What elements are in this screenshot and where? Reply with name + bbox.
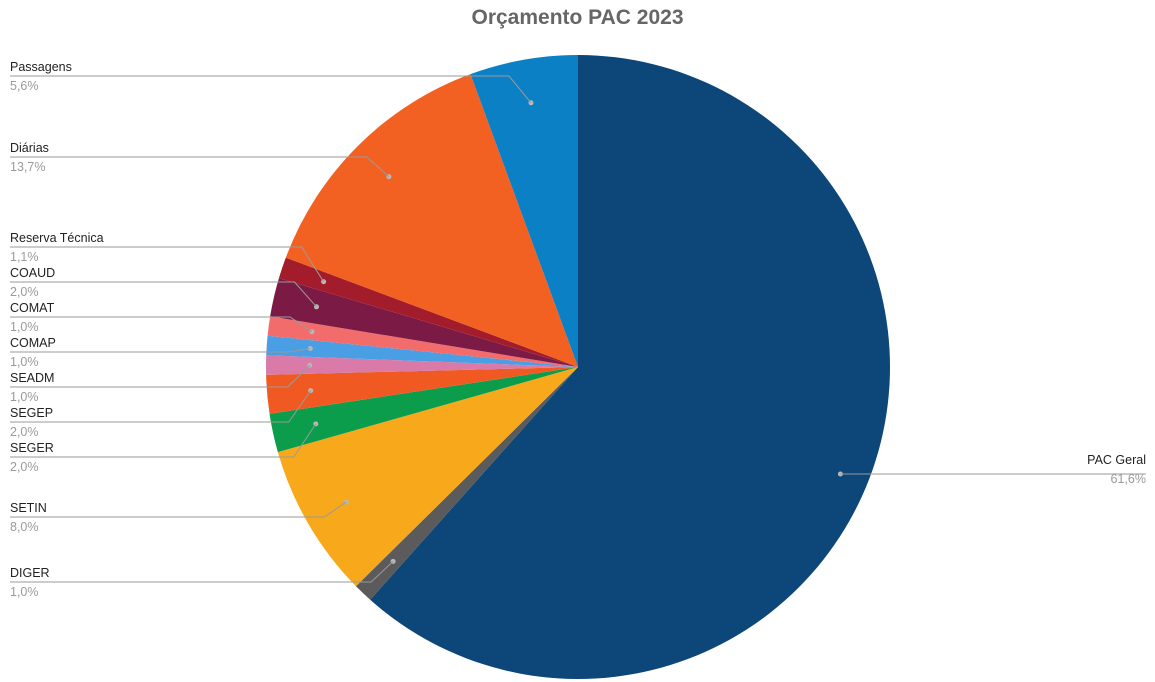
label-name-pac-geral: PAC Geral bbox=[1087, 453, 1146, 467]
label-value-seadm: 1,0% bbox=[10, 390, 39, 404]
leader-coaud bbox=[10, 281, 317, 308]
chart-title: Orçamento PAC 2023 bbox=[471, 6, 684, 29]
label-name-diger: DIGER bbox=[10, 566, 50, 580]
leader-lines bbox=[10, 75, 1146, 583]
slice-reserva-tecnica bbox=[278, 257, 578, 367]
label-name-coaud: COAUD bbox=[10, 266, 55, 280]
slice-seger bbox=[269, 367, 578, 453]
label-name-comap: COMAP bbox=[10, 336, 56, 350]
leader-diarias bbox=[10, 156, 390, 178]
label-name-reserva-tecnica: Reserva Técnica bbox=[10, 231, 104, 245]
label-value-seger: 2,0% bbox=[10, 460, 39, 474]
slice-pac-geral bbox=[370, 55, 890, 679]
slice-comat bbox=[267, 316, 578, 367]
leader-segep bbox=[10, 390, 312, 423]
leader-seger bbox=[10, 423, 317, 458]
slice-segep bbox=[266, 367, 578, 414]
label-value-coaud: 2,0% bbox=[10, 285, 39, 299]
slice-comap bbox=[266, 335, 578, 367]
leader-seadm bbox=[10, 364, 311, 388]
leader-setin bbox=[10, 501, 347, 518]
label-name-comat: COMAT bbox=[10, 301, 55, 315]
leader-reserva-tecnica bbox=[10, 246, 325, 282]
leader-comap bbox=[10, 348, 311, 353]
pie-slices bbox=[266, 55, 890, 679]
leader-passagens bbox=[10, 75, 532, 104]
label-name-passagens: Passagens bbox=[10, 60, 72, 74]
slice-seadm bbox=[266, 355, 578, 375]
leader-diger bbox=[10, 561, 394, 583]
slice-diger bbox=[356, 367, 578, 600]
slice-passagens bbox=[470, 55, 578, 367]
label-value-diarias: 13,7% bbox=[10, 160, 45, 174]
label-value-setin: 8,0% bbox=[10, 520, 39, 534]
label-value-segep: 2,0% bbox=[10, 425, 39, 439]
label-value-passagens: 5,6% bbox=[10, 79, 39, 93]
slice-diarias bbox=[285, 74, 578, 368]
label-name-seadm: SEADM bbox=[10, 371, 54, 385]
slice-labels: PAC Geral 61,6% DIGER 1,0% SETIN 8,0% SEGER 2,0… bbox=[10, 60, 1146, 599]
label-name-setin: SETIN bbox=[10, 501, 47, 515]
label-value-reserva-tecnica: 1,1% bbox=[10, 250, 39, 264]
label-name-seger: SEGER bbox=[10, 441, 54, 455]
label-name-diarias: Diárias bbox=[10, 141, 49, 155]
label-value-pac-geral: 61,6% bbox=[1111, 472, 1146, 486]
slice-setin bbox=[277, 367, 578, 587]
label-value-comap: 1,0% bbox=[10, 355, 39, 369]
label-value-diger: 1,0% bbox=[10, 585, 39, 599]
label-value-comat: 1,0% bbox=[10, 320, 39, 334]
leader-comat bbox=[10, 316, 313, 333]
label-name-segep: SEGEP bbox=[10, 406, 53, 420]
slice-coaud bbox=[270, 278, 578, 367]
